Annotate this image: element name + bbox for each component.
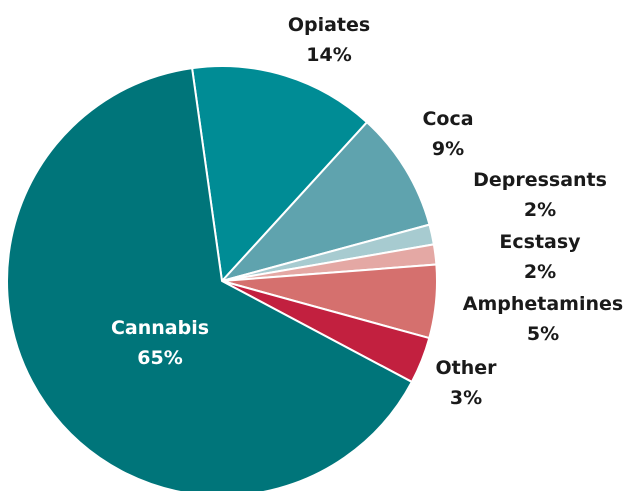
pie-label-value: 65% — [137, 347, 182, 369]
pie-label-value: 5% — [527, 323, 559, 345]
pie-label-coca: Coca 9% — [422, 108, 473, 160]
pie-label-cannabis: Cannabis 65% — [111, 317, 209, 369]
pie-label-name: Ecstasy — [499, 231, 581, 253]
pie-label-name: Opiates — [288, 14, 370, 36]
pie-label-value: 3% — [450, 387, 482, 409]
pie-slice-opiates — [191, 65, 368, 282]
pie-slice-coca — [221, 121, 431, 282]
pie-slices — [6, 65, 438, 491]
pie-label-opiates: Opiates 14% — [288, 14, 370, 66]
pie-label-amphetamines: Amphetamines 5% — [463, 293, 623, 345]
pie-label-name: Coca — [422, 108, 473, 130]
pie-label-name: Other — [435, 357, 497, 379]
pie-label-depressants: Depressants 2% — [473, 169, 607, 221]
pie-label-name: Amphetamines — [463, 293, 623, 315]
pie-slice-cannabis — [6, 67, 413, 491]
pie-label-name: Cannabis — [111, 317, 209, 339]
pie-label-value: 2% — [524, 199, 556, 221]
pie-label-value: 2% — [524, 261, 556, 283]
pie-label-value: 14% — [306, 44, 351, 66]
pie-label-other: Other 3% — [435, 357, 497, 409]
pie-labels: Opiates 14% Coca 9% Depressants 2% Ecstasy 2% Am… — [111, 14, 623, 409]
pie-label-ecstasy: Ecstasy 2% — [499, 231, 581, 283]
pie-label-name: Depressants — [473, 169, 607, 191]
pie-label-value: 9% — [432, 138, 464, 160]
